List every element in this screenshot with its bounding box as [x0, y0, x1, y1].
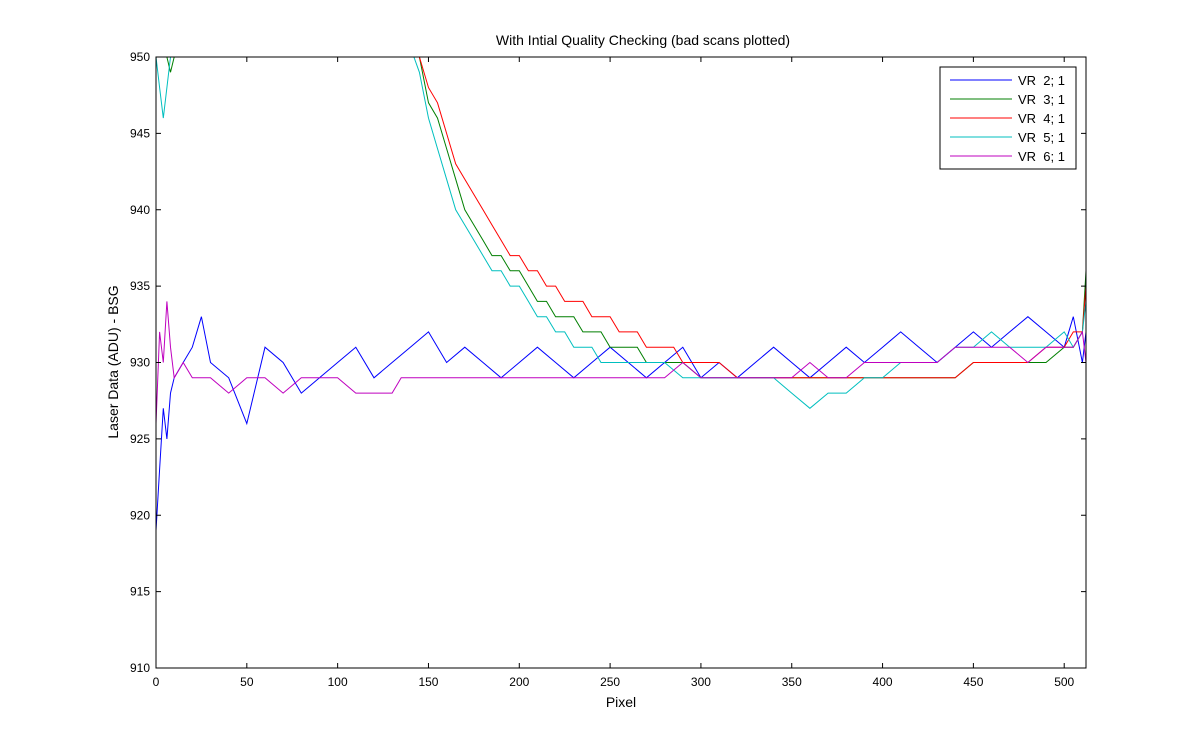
legend-label: VR 6; 1 [1018, 149, 1065, 164]
legend-label: VR 3; 1 [1018, 92, 1065, 107]
x-tick-label: 50 [240, 675, 254, 689]
plot-frame [155, 56, 1087, 669]
x-tick-label: 250 [600, 675, 620, 689]
y-tick-label: 930 [130, 356, 150, 370]
legend-label: VR 2; 1 [1018, 73, 1065, 88]
chart-title: With Intial Quality Checking (bad scans … [496, 32, 790, 48]
x-tick-label: 500 [1054, 675, 1074, 689]
x-tick-label: 400 [873, 675, 893, 689]
y-tick-label: 925 [130, 432, 150, 446]
x-tick-label: 0 [153, 675, 160, 689]
y-tick-label: 940 [130, 203, 150, 217]
y-axis-title: Laser Data (ADU) - BSG [105, 285, 121, 438]
x-axis-title: Pixel [606, 694, 636, 710]
y-tick-label: 915 [130, 585, 150, 599]
series-line-6 [156, 301, 1086, 424]
y-tick-label: 935 [130, 279, 150, 293]
y-tick-label: 920 [130, 508, 150, 522]
x-tick-label: 200 [509, 675, 529, 689]
legend: VR 2; 1 VR 3; 1 VR 4; 1 VR 5; 1 VR 6; 1 [939, 66, 1077, 170]
y-tick-label: 945 [130, 126, 150, 140]
series-layer [156, 57, 1086, 531]
tick-layer: 0 50 100 150 200 250 300 350 400 450 500 910 915 920 9… [130, 50, 1086, 689]
legend-label: VR 5; 1 [1018, 130, 1065, 145]
y-tick-label: 910 [130, 661, 150, 675]
x-tick-label: 150 [418, 675, 438, 689]
x-tick-label: 350 [782, 675, 802, 689]
legend-label: VR 4; 1 [1018, 111, 1065, 126]
y-tick-label: 950 [130, 50, 150, 64]
legend-entries: VR 2; 1 VR 3; 1 VR 4; 1 VR 5; 1 VR 6; 1 [950, 73, 1065, 164]
x-tick-label: 100 [328, 675, 348, 689]
x-tick-label: 450 [963, 675, 983, 689]
series-line-4 [418, 57, 1086, 379]
x-tick-label: 300 [691, 675, 711, 689]
